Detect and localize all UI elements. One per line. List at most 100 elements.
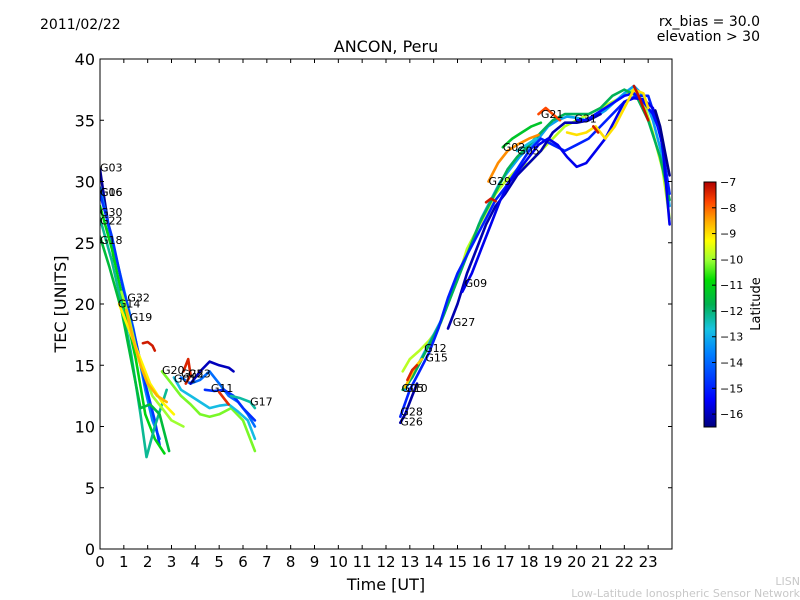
satellite-label-g16: G16 [100, 186, 123, 199]
satellite-label-g32: G32 [127, 292, 150, 305]
satellite-label-g18: G18 [100, 234, 123, 247]
series-line-g19_red [141, 340, 157, 352]
series-line-g14 [117, 302, 176, 416]
colorbar [703, 181, 717, 428]
series-line-g23 [189, 360, 235, 385]
x-tick-label: 18 [519, 553, 538, 571]
series-line-g26 [399, 382, 419, 425]
satellite-label-g17: G17 [250, 396, 273, 409]
x-tick-label: 7 [262, 553, 272, 571]
colorbar-tick-label: −16 [720, 408, 743, 421]
colorbar-tick-label: −7 [720, 176, 736, 189]
y-tick-label: 25 [75, 234, 95, 253]
satellite-label-g01: G01 [174, 372, 197, 385]
series-line-g17 [229, 394, 257, 410]
colorbar-tick-label: −14 [720, 357, 743, 370]
colorbar-tick-label: −15 [720, 382, 743, 395]
series-line-g_red2 [592, 125, 600, 134]
satellite-label-g23: G23 [188, 368, 211, 381]
series-line-g29 [487, 133, 540, 183]
x-tick-label: 10 [329, 553, 348, 571]
x-tick-label: 19 [543, 553, 562, 571]
satellite-labels: G03G06G16G30G22G18G32G14G19G20G01G25G23G… [100, 108, 597, 428]
series-line-g23_red [182, 357, 192, 385]
x-tick-label: 0 [95, 553, 105, 571]
satellite-label-g09: G09 [465, 277, 488, 290]
series-line-g_ylw [565, 88, 650, 140]
series-line-g16 [100, 192, 161, 447]
x-tick-label: 5 [214, 553, 224, 571]
satellite-label-g31: G31 [574, 113, 597, 126]
colorbar-tick-label: −10 [720, 253, 743, 266]
y-tick-label: 0 [85, 540, 95, 559]
satellite-label-g21: G21 [541, 108, 564, 121]
satellite-label-g25: G25 [181, 368, 204, 381]
series-line-g_red1 [632, 84, 650, 122]
elevation-label: elevation > 30 [656, 29, 760, 45]
x-tick-label: 21 [591, 553, 610, 571]
x-tick-label: 9 [310, 553, 320, 571]
series-line-g12 [401, 88, 671, 373]
axes: 0 1 2 3 4 5 6 7 8 9 10 11 12 13 14 15 16 17 18 19 20 21 22 2305… [75, 50, 672, 571]
x-tick-label: 6 [238, 553, 248, 571]
colorbar-ticks: −7 −8 −9 −10 −11 −12 −13 −14 −15 −16 [712, 176, 743, 421]
satellite-label-g20: G20 [162, 364, 185, 377]
y-tick-label: 35 [75, 111, 95, 130]
date-label: 2011/02/22 [40, 17, 121, 33]
satellite-label-g05: G05 [401, 382, 424, 395]
satellite-label-g05: G05 [517, 145, 540, 158]
credit-lisn: LISN [775, 575, 800, 588]
satellite-label-g14: G14 [118, 298, 141, 311]
x-tick-label: 4 [191, 553, 201, 571]
series-line-g05b [515, 137, 538, 153]
colorbar-tick-label: −13 [720, 331, 743, 344]
series-line-g11 [203, 388, 257, 422]
x-tick-label: 2 [143, 553, 153, 571]
chart-title: ANCON, Peru [333, 37, 439, 56]
y-axis-label: TEC [UNITS] [51, 256, 70, 354]
satellite-label-g30: G30 [100, 206, 123, 219]
y-tick-label: 20 [75, 295, 95, 314]
x-tick-label: 3 [167, 553, 177, 571]
series-line-g02 [501, 121, 543, 149]
satellite-label-g29: G29 [488, 175, 511, 188]
series-line-g10_red [406, 364, 419, 382]
x-tick-label: 14 [424, 553, 443, 571]
x-axis-label: Time [UT] [346, 575, 425, 594]
y-tick-label: 15 [75, 356, 95, 375]
colorbar-tick-label: −11 [720, 279, 743, 292]
satellite-label-g15: G15 [425, 352, 448, 365]
x-tick-label: 13 [400, 553, 419, 571]
x-tick-label: 12 [376, 553, 395, 571]
satellite-label-g03: G03 [100, 162, 123, 175]
series-line-g_red3 [484, 197, 497, 204]
series-line-g_dk [654, 109, 671, 177]
satellite-label-g11: G11 [211, 382, 234, 395]
y-tick-label: 5 [85, 479, 95, 498]
satellite-label-g10: G10 [405, 382, 428, 395]
series-line-g20 [160, 370, 257, 453]
series-line-g01 [172, 376, 257, 441]
series-line-g19 [124, 308, 168, 404]
y-tick-label: 30 [75, 173, 95, 192]
x-tick-label: 16 [472, 553, 491, 571]
x-tick-label: 8 [286, 553, 296, 571]
colorbar-tick-label: −9 [720, 228, 736, 241]
credit-network: Low-Latitude Ionospheric Sensor Network [571, 587, 800, 600]
y-tick-label: 40 [75, 50, 95, 69]
x-tick-label: 20 [567, 553, 586, 571]
satellite-label-g27: G27 [453, 316, 476, 329]
x-tick-label: 11 [353, 553, 372, 571]
x-tick-label: 23 [639, 553, 658, 571]
series-line-g09 [461, 96, 671, 294]
series-line-g18 [100, 235, 171, 453]
satellite-label-g28: G28 [400, 405, 423, 418]
series-layer [100, 84, 671, 459]
x-tick-label: 1 [119, 553, 129, 571]
colorbar-tick-label: −12 [720, 305, 743, 318]
satellite-label-g06: G06 [100, 186, 123, 199]
series-line-g21 [537, 106, 562, 122]
satellite-label-g26: G26 [400, 415, 423, 428]
satellite-label-g22: G22 [100, 214, 123, 227]
